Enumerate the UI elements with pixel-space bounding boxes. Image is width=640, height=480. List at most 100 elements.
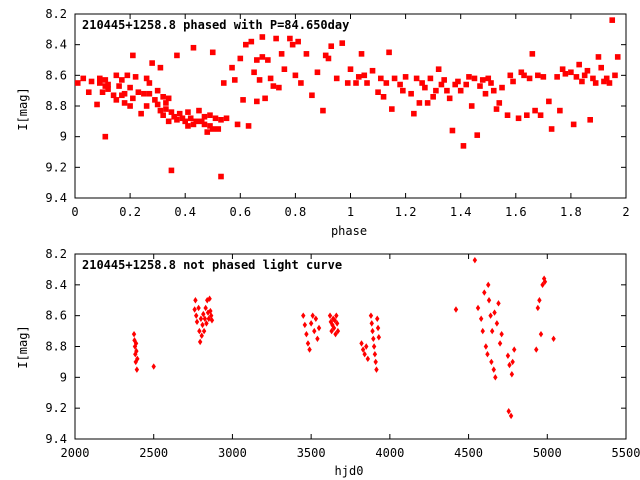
data-point <box>207 112 213 118</box>
data-point <box>305 340 311 347</box>
y-tick-label: 9 <box>60 370 67 384</box>
data-point <box>310 312 315 319</box>
x-tick-label: 0.2 <box>119 205 141 219</box>
data-point <box>134 366 140 373</box>
data-point <box>202 315 208 322</box>
chart-title: 210445+1258.8 not phased light curve <box>82 258 342 272</box>
data-point <box>471 75 478 82</box>
data-point <box>548 126 555 132</box>
data-point <box>609 17 616 23</box>
data-point <box>193 118 200 125</box>
data-point <box>444 87 450 94</box>
data-point <box>485 75 492 82</box>
data-point <box>359 340 364 347</box>
x-tick-label: 0.6 <box>229 205 251 219</box>
y-axis-label: I[mag] <box>16 325 30 368</box>
data-point <box>185 109 191 115</box>
data-point <box>482 289 487 296</box>
data-point <box>154 87 161 94</box>
data-point <box>482 90 489 97</box>
data-point <box>124 72 131 79</box>
data-point <box>369 67 376 74</box>
data-point <box>497 340 503 347</box>
data-point <box>259 54 266 60</box>
data-point <box>149 60 155 66</box>
data-point <box>339 40 346 46</box>
data-point <box>506 408 511 415</box>
data-point <box>449 127 456 134</box>
data-point <box>196 304 201 312</box>
data-point <box>413 75 420 82</box>
data-point <box>248 38 255 45</box>
data-point <box>515 115 522 122</box>
y-tick-label: 9.4 <box>45 432 67 446</box>
data-point <box>154 101 161 108</box>
data-point <box>209 126 216 132</box>
y-tick-label: 8.6 <box>45 68 67 82</box>
data-point <box>538 330 544 338</box>
data-point <box>131 330 137 338</box>
data-point <box>333 330 338 338</box>
data-point <box>174 52 180 59</box>
data-point <box>146 80 153 86</box>
data-point <box>486 297 492 304</box>
data-point <box>474 132 481 138</box>
data-point <box>532 107 538 114</box>
data-point <box>135 355 140 363</box>
data-point <box>278 51 285 57</box>
x-tick-label: 2000 <box>61 446 90 460</box>
data-point <box>322 52 329 59</box>
data-point <box>171 113 177 120</box>
data-point <box>430 94 436 100</box>
data-point <box>581 72 588 79</box>
data-point <box>85 89 92 95</box>
data-point <box>358 51 365 57</box>
data-point <box>256 77 263 83</box>
x-tick-label: 5500 <box>612 446 640 460</box>
data-point <box>526 75 533 82</box>
data-point <box>320 107 326 114</box>
data-point <box>312 327 317 335</box>
data-point <box>190 121 197 128</box>
x-tick-label: 4500 <box>454 446 483 460</box>
data-point <box>579 78 585 85</box>
data-point <box>391 75 398 82</box>
data-point <box>121 100 128 106</box>
data-point <box>163 106 169 112</box>
data-point <box>368 312 374 319</box>
data-point <box>292 72 299 79</box>
data-point <box>488 80 494 86</box>
x-tick-label: 4000 <box>375 446 404 460</box>
data-point <box>160 94 166 100</box>
data-point <box>389 106 395 112</box>
data-point <box>287 35 293 42</box>
data-point <box>229 64 235 71</box>
data-point <box>491 366 496 373</box>
y-tick-label: 8.6 <box>45 309 67 323</box>
x-axis-label: phase <box>331 224 367 238</box>
data-point <box>373 358 378 366</box>
data-point <box>489 358 494 366</box>
data-point <box>200 321 205 329</box>
data-point <box>360 346 366 353</box>
x-tick-label: 0.8 <box>285 205 307 219</box>
data-point <box>328 43 335 49</box>
data-point <box>99 89 106 95</box>
data-point <box>160 112 166 118</box>
data-point <box>587 117 593 123</box>
data-point <box>176 110 183 117</box>
data-point <box>371 335 376 342</box>
data-point <box>218 117 224 123</box>
data-point <box>243 41 249 48</box>
y-tick-label: 8.4 <box>45 278 67 292</box>
data-point <box>110 92 117 99</box>
data-point <box>308 320 314 327</box>
data-point <box>576 61 582 68</box>
data-point <box>74 80 81 86</box>
data-point <box>499 330 504 338</box>
data-point <box>570 121 577 128</box>
data-point <box>134 347 139 355</box>
x-tick-label: 3000 <box>218 446 247 460</box>
data-point <box>270 83 277 89</box>
data-point <box>204 129 211 135</box>
